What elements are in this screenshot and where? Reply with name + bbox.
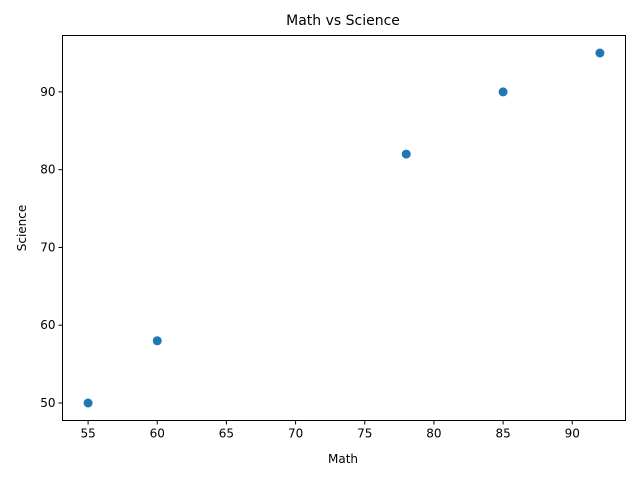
x-tick-label: 90 <box>565 427 580 441</box>
x-tick-label: 75 <box>357 427 372 441</box>
x-tick-label: 60 <box>150 427 165 441</box>
x-tick-label: 80 <box>426 427 441 441</box>
data-point <box>401 149 411 159</box>
y-tick-label: 70 <box>40 240 55 254</box>
y-tick-label: 80 <box>40 163 55 177</box>
x-tick-label: 85 <box>495 427 510 441</box>
y-tick-label: 60 <box>40 318 55 332</box>
x-axis-title: Math <box>328 452 358 466</box>
chart-title: Math vs Science <box>286 13 400 29</box>
y-tick-label: 50 <box>40 396 55 410</box>
x-tick-label: 65 <box>219 427 234 441</box>
x-tick-label: 55 <box>80 427 95 441</box>
plot-area-frame <box>62 35 626 421</box>
data-point <box>498 87 508 97</box>
data-point <box>152 336 162 346</box>
y-tick-label: 90 <box>40 85 55 99</box>
x-tick-label: 70 <box>288 427 303 441</box>
data-point <box>83 398 93 408</box>
data-point <box>595 48 605 58</box>
y-axis-title: Science <box>15 205 29 252</box>
